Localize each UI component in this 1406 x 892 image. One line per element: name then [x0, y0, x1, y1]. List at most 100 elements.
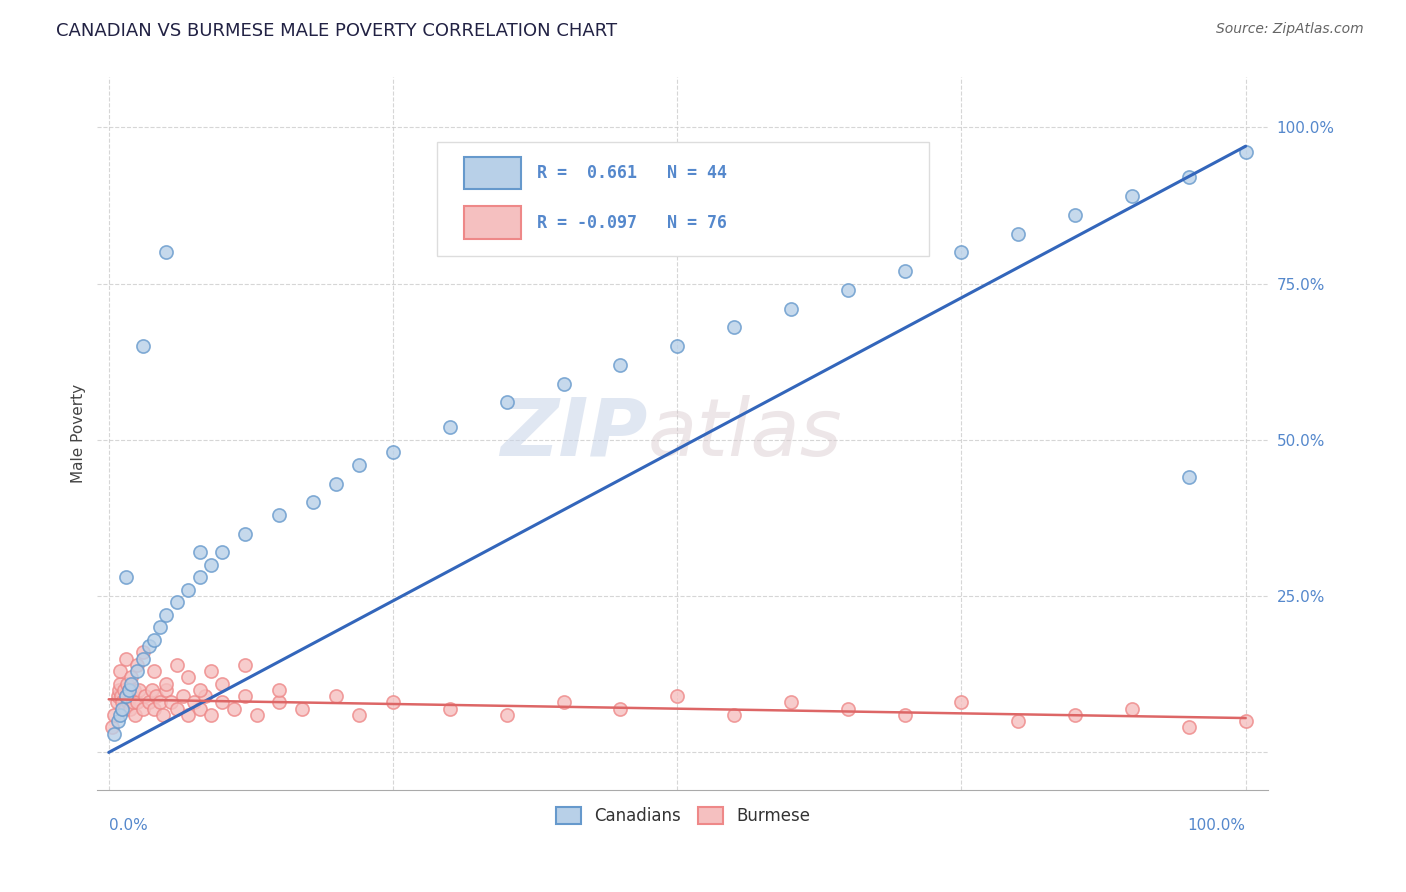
Point: [1178, 170, 1201, 185]
FancyBboxPatch shape: [437, 142, 929, 256]
Point: [1178, 470, 1201, 484]
Point: [269, 695, 291, 709]
Point: [211, 676, 233, 690]
Point: [127, 657, 149, 672]
Point: [132, 645, 155, 659]
Point: [177, 707, 200, 722]
Point: [188, 545, 211, 559]
Point: [122, 682, 145, 697]
Point: [211, 695, 233, 709]
Point: [114, 701, 136, 715]
Point: [553, 695, 575, 709]
Point: [381, 695, 404, 709]
Point: [127, 695, 149, 709]
Point: [325, 689, 347, 703]
Point: [172, 689, 194, 703]
Point: [194, 689, 217, 703]
Point: [211, 545, 233, 559]
Text: R =  0.661   N = 44: R = 0.661 N = 44: [537, 164, 727, 182]
Point: [893, 707, 915, 722]
Point: [166, 595, 188, 609]
Point: [439, 701, 461, 715]
Text: 0.0%: 0.0%: [108, 819, 148, 833]
Point: [780, 301, 803, 316]
Point: [1064, 707, 1087, 722]
Point: [114, 651, 136, 665]
Point: [495, 395, 517, 409]
Point: [893, 264, 915, 278]
Point: [188, 682, 211, 697]
Point: [114, 689, 136, 703]
FancyBboxPatch shape: [464, 206, 522, 239]
Point: [325, 476, 347, 491]
Point: [553, 376, 575, 391]
Point: [381, 445, 404, 459]
Point: [609, 358, 631, 372]
Point: [439, 420, 461, 434]
Point: [114, 570, 136, 584]
Point: [723, 707, 745, 722]
Point: [160, 695, 183, 709]
Point: [108, 682, 131, 697]
Point: [183, 695, 205, 709]
Point: [121, 695, 143, 709]
Point: [1121, 189, 1143, 203]
Point: [1234, 145, 1257, 160]
Point: [117, 695, 139, 709]
Point: [155, 245, 177, 260]
Point: [114, 689, 136, 703]
Point: [103, 727, 125, 741]
Point: [149, 695, 172, 709]
Point: [132, 651, 155, 665]
Point: [233, 689, 256, 703]
Point: [118, 682, 141, 697]
Point: [108, 664, 131, 678]
Point: [134, 689, 156, 703]
Point: [143, 701, 166, 715]
Text: ZIP: ZIP: [501, 394, 648, 473]
Point: [1007, 227, 1029, 241]
Point: [269, 682, 291, 697]
FancyBboxPatch shape: [464, 156, 522, 189]
Point: [115, 676, 138, 690]
Point: [177, 582, 200, 597]
Point: [1234, 714, 1257, 728]
Point: [111, 695, 134, 709]
Point: [166, 701, 188, 715]
Point: [141, 682, 163, 697]
Point: [188, 701, 211, 715]
Point: [108, 707, 131, 722]
Text: CANADIAN VS BURMESE MALE POVERTY CORRELATION CHART: CANADIAN VS BURMESE MALE POVERTY CORRELA…: [56, 22, 617, 40]
Point: [120, 701, 142, 715]
Y-axis label: Male Poverty: Male Poverty: [72, 384, 86, 483]
Point: [495, 707, 517, 722]
Text: R = -0.097   N = 76: R = -0.097 N = 76: [537, 214, 727, 233]
Point: [107, 689, 129, 703]
Point: [152, 707, 174, 722]
Point: [200, 558, 222, 572]
Point: [837, 283, 859, 297]
Text: atlas: atlas: [648, 394, 842, 473]
Point: [120, 689, 142, 703]
Point: [1178, 721, 1201, 735]
Point: [200, 664, 222, 678]
Point: [111, 701, 134, 715]
Point: [188, 570, 211, 584]
Point: [666, 339, 689, 353]
Point: [1121, 701, 1143, 715]
Point: [143, 632, 166, 647]
Point: [347, 458, 370, 472]
Point: [127, 664, 149, 678]
Point: [143, 664, 166, 678]
Point: [155, 607, 177, 622]
Legend: Canadians, Burmese: Canadians, Burmese: [550, 800, 817, 831]
Point: [155, 676, 177, 690]
Point: [105, 695, 128, 709]
Point: [1007, 714, 1029, 728]
Point: [233, 657, 256, 672]
Point: [302, 495, 325, 509]
Point: [177, 670, 200, 684]
Point: [291, 701, 314, 715]
Point: [155, 682, 177, 697]
Point: [110, 689, 132, 703]
